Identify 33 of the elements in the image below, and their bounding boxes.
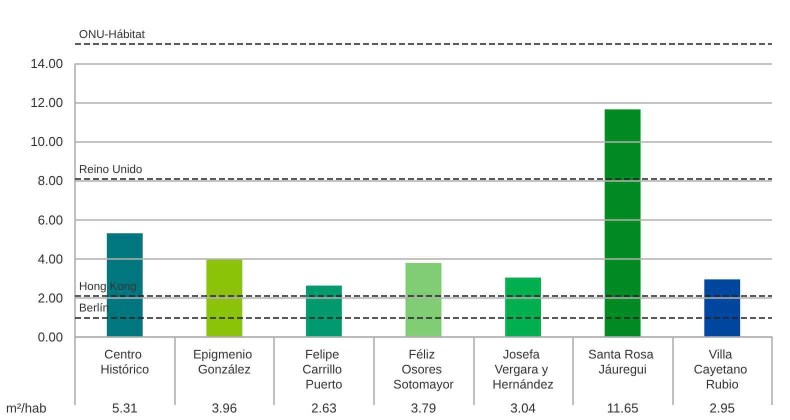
y-tick-label: 10.00	[30, 134, 63, 150]
ref-line-label: Hong Kong	[79, 280, 137, 293]
y-tick-label: 0.00	[38, 330, 63, 344]
data-label: 3.79	[410, 400, 436, 416]
x-tick-label: Josefa Vergara y Hernández	[492, 348, 554, 392]
y-axis-title: m²/hab	[6, 400, 46, 416]
bar	[505, 278, 541, 337]
y-tick-label: 12.00	[30, 95, 63, 110]
x-tick-label: Villa Cayetano Rubio	[694, 348, 751, 392]
x-tick-label: Felipe Carrillo Puerto	[302, 348, 346, 392]
y-tick-label: 6.00	[38, 212, 63, 228]
data-label: 3.04	[510, 400, 536, 416]
data-label: 5.31	[112, 400, 138, 416]
data-label: 3.96	[212, 400, 238, 416]
y-tick-label: 8.00	[38, 173, 63, 188]
x-tick-label: Centro Histórico	[100, 348, 150, 376]
data-label: 2.63	[311, 400, 337, 416]
x-tick-label: Féliz Osores Sotomayor	[393, 348, 454, 392]
y-tick-label: 4.00	[38, 251, 63, 266]
bar	[206, 260, 242, 337]
bar	[406, 262, 442, 337]
data-label: 11.65	[606, 400, 638, 416]
ref-line-label: ONU-Hábitat	[79, 29, 146, 41]
bar	[704, 279, 740, 337]
x-tick-label: Santa Rosa Jáuregui	[588, 348, 658, 376]
ref-line-label: Reino Unido	[79, 164, 142, 176]
bar	[106, 233, 143, 337]
y-tick-label: 14.00	[30, 56, 63, 72]
data-label: 2.95	[710, 400, 735, 416]
x-tick-label: Epigmenio González	[193, 348, 256, 376]
bar	[306, 286, 342, 337]
bar	[604, 109, 641, 337]
y-tick-label: 2.00	[38, 290, 63, 306]
